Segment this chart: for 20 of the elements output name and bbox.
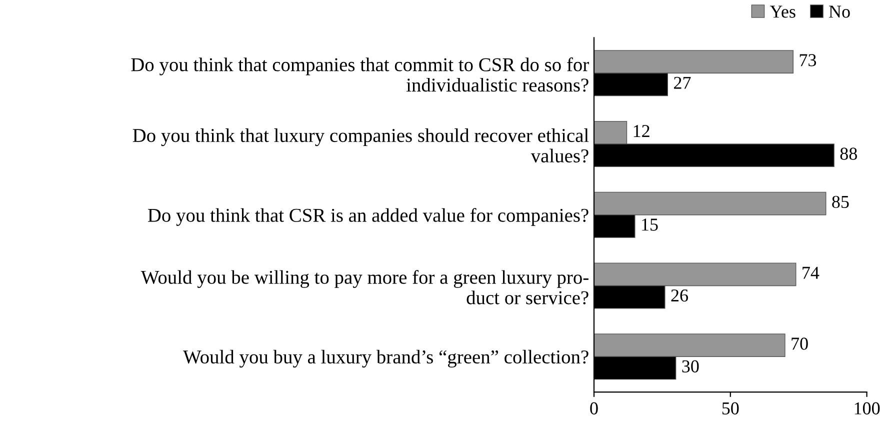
- x-tick-label: 0: [590, 402, 598, 414]
- data-label: 27: [674, 76, 691, 89]
- data-label: 74: [802, 266, 820, 279]
- data-label: 73: [800, 54, 816, 66]
- y-tick-label: Do you think that companies that commit to CSR do so for individualistic reasons?: [131, 57, 589, 92]
- data-label: 70: [792, 338, 808, 350]
- y-tick-label: Would you buy a luxury brand’s “green” collection?: [183, 350, 588, 368]
- legend-label: Yes: [770, 6, 796, 18]
- y-tick-label: Do you think that CSR is an added value for companies?: [148, 208, 588, 226]
- data-label: 88: [840, 148, 857, 160]
- data-label: 26: [671, 289, 688, 302]
- x-tick-label: 100: [854, 402, 880, 414]
- data-label: 30: [682, 360, 699, 372]
- data-label: 12: [634, 125, 650, 137]
- x-tick-label: 50: [722, 402, 739, 414]
- y-tick-label: Do you think that luxury companies should recover ethical values?: [132, 128, 589, 163]
- y-tick-label: Would you be willing to pay more for a green luxury pro- duct or service?: [140, 270, 588, 304]
- data-label: 85: [832, 196, 849, 208]
- data-label: 15: [642, 218, 658, 231]
- legend-label: No: [829, 6, 850, 18]
